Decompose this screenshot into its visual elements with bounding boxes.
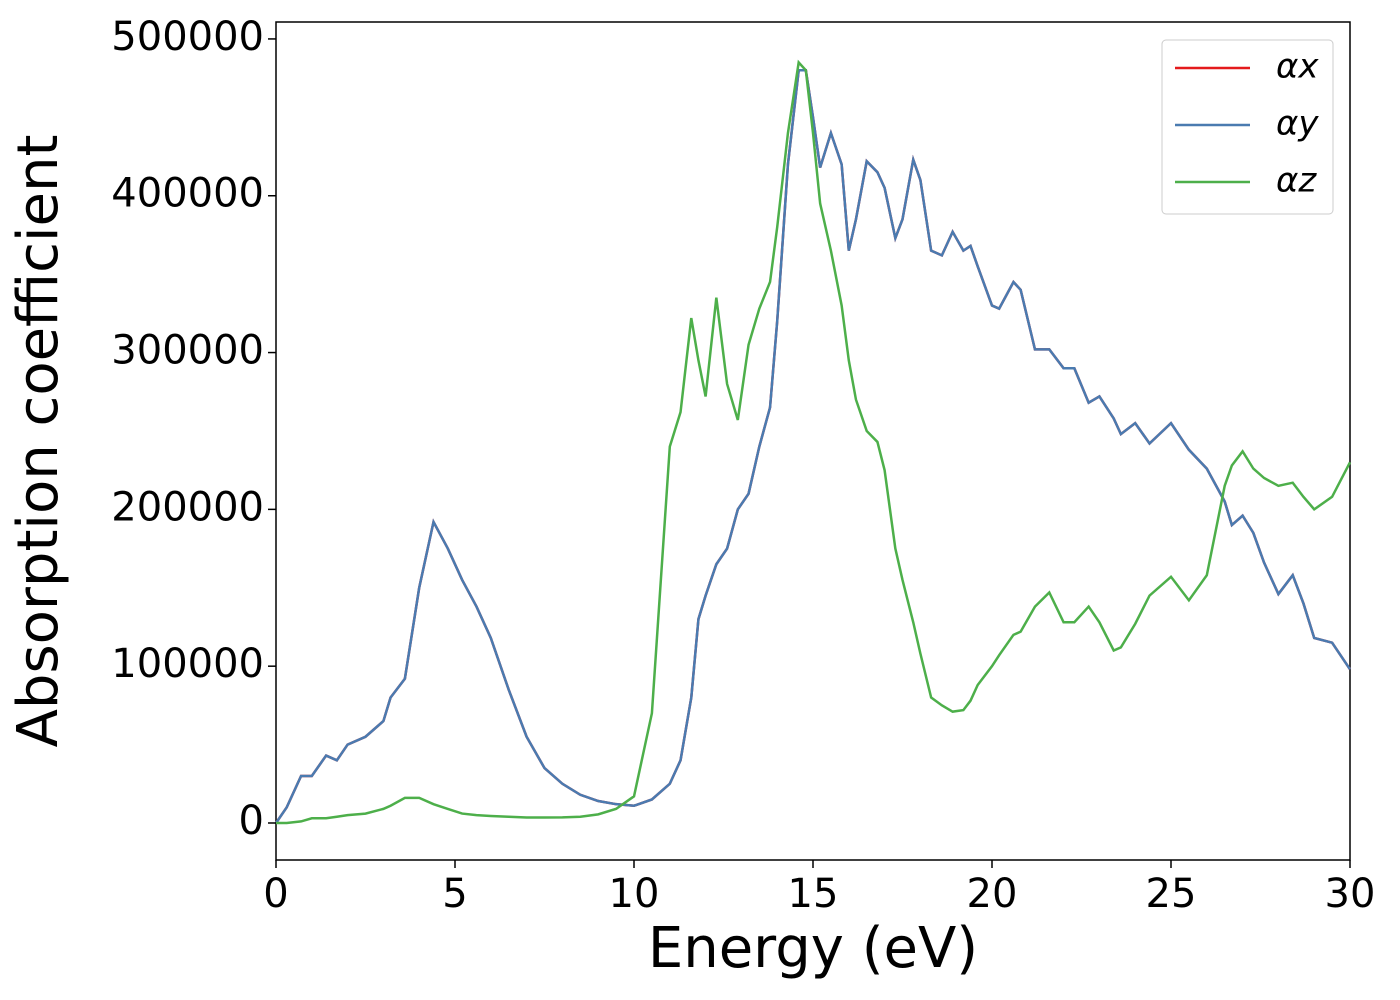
x-tick-label: 30 (1325, 871, 1376, 917)
x-tick-label: 25 (1146, 871, 1197, 917)
legend-label: αz (1276, 161, 1317, 201)
y-tick-label: 200000 (111, 484, 264, 530)
legend-label: αy (1276, 104, 1319, 144)
y-tick-label: 100000 (111, 641, 264, 687)
x-tick-label: 10 (609, 871, 660, 917)
x-tick-label: 0 (263, 871, 288, 917)
series-line (274, 69, 1352, 824)
lines (274, 59, 1352, 825)
y-tick-label: 500000 (111, 14, 264, 60)
y-axis-label: Absorption coefficient (6, 135, 71, 748)
x-axis-label: Energy (eV) (648, 916, 978, 981)
y-tick-label: 300000 (111, 328, 264, 374)
legend-label: αx (1276, 47, 1319, 87)
legend-box (1161, 39, 1334, 215)
x-tick-label: 5 (442, 871, 467, 917)
series-line (276, 59, 1352, 825)
x-tick-label: 15 (788, 871, 839, 917)
y-tick-label: 0 (239, 798, 264, 844)
legend: αx αy αz (1161, 39, 1334, 215)
y-tick-label: 400000 (111, 171, 264, 217)
x-tick-label: 20 (967, 871, 1018, 917)
